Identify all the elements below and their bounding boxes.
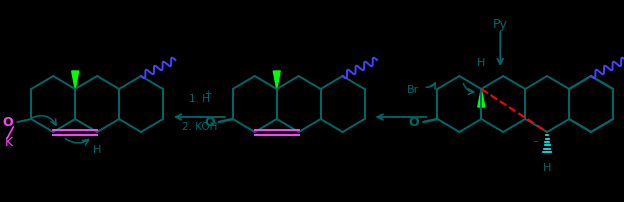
- Polygon shape: [72, 72, 79, 89]
- Text: O: O: [409, 116, 419, 129]
- Text: K: K: [5, 136, 13, 149]
- Text: 1. H: 1. H: [189, 94, 210, 103]
- Text: H: H: [543, 162, 552, 172]
- Text: O: O: [2, 116, 13, 129]
- Text: H: H: [477, 58, 485, 68]
- Text: +: +: [205, 88, 212, 98]
- Text: -: -: [533, 135, 537, 145]
- Text: Py: Py: [493, 18, 508, 31]
- Text: Br: Br: [407, 85, 419, 95]
- Text: 2. KOH: 2. KOH: [182, 121, 217, 131]
- Polygon shape: [273, 72, 280, 89]
- Polygon shape: [478, 89, 485, 107]
- Text: H: H: [93, 144, 101, 154]
- Text: O: O: [204, 116, 215, 129]
